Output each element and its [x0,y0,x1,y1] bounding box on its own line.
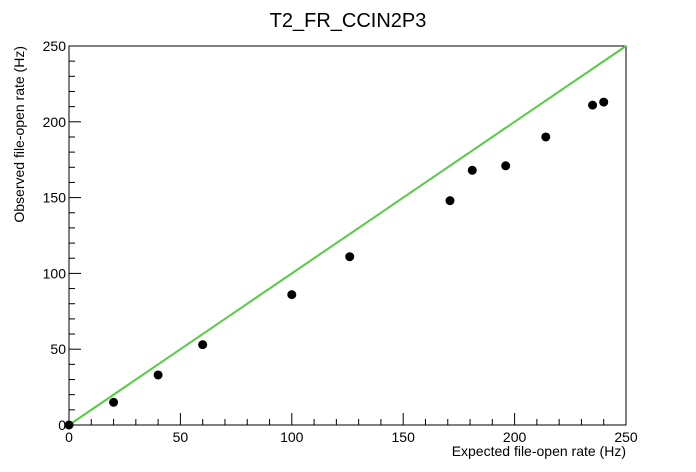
data-point [588,100,598,110]
data-point [345,252,355,262]
y-tick-label: 200 [43,114,67,130]
data-point [64,420,74,430]
data-point [287,290,297,300]
y-tick-label: 100 [43,265,67,281]
data-point [467,165,477,175]
plot-frame [68,45,627,426]
data-point [153,370,163,380]
data-point [198,340,208,350]
x-tick-label: 100 [280,429,304,445]
data-point [109,397,119,407]
y-tick-label: 150 [43,190,67,206]
y-tick-label: 250 [43,38,67,54]
reference-line-path [68,45,627,426]
x-axis-label: Expected file-open rate (Hz) [452,443,626,459]
y-axis-label: Observed file-open rate (Hz) [11,46,27,223]
y-tick-label: 0 [58,417,66,433]
data-point [501,161,511,171]
axes: 0 50 100 150 200 250 0 50 100 150 200 250 [43,38,638,445]
data-point [445,196,455,206]
data-point [541,132,551,142]
reference-line [68,45,627,426]
chart-title: T2_FR_CCIN2P3 [270,10,427,32]
x-tick-label: 200 [503,429,527,445]
y-tick-label: 50 [50,341,66,357]
x-tick-label: 250 [614,429,638,445]
x-tick-label: 150 [392,429,416,445]
data-point [599,97,609,107]
x-tick-label: 50 [173,429,189,445]
x-tick-label: 0 [65,429,73,445]
data-points [64,97,609,430]
